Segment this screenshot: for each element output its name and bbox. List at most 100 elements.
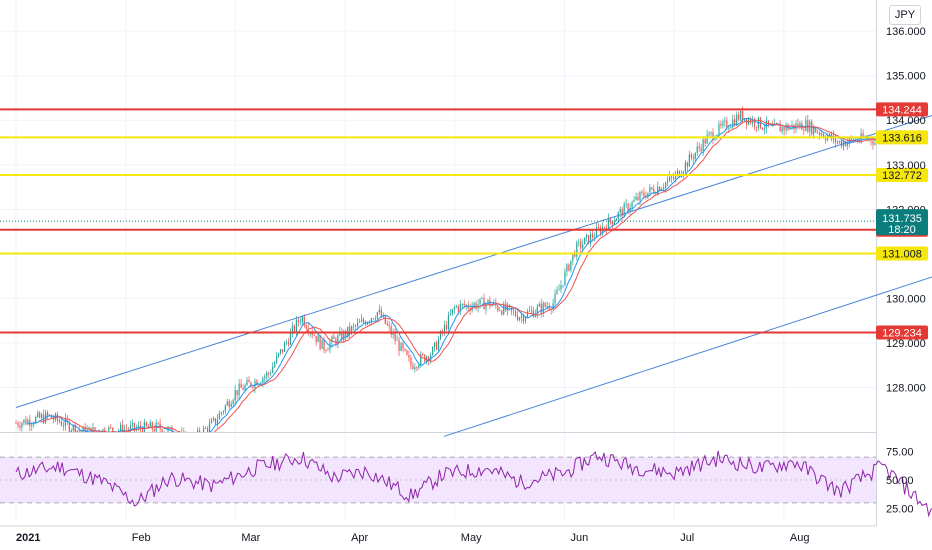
trend-channel[interactable] [15, 9, 932, 437]
candle-body [420, 354, 422, 366]
moving-average-line [27, 117, 876, 432]
candle-body [78, 430, 80, 432]
candle-body [823, 134, 825, 138]
candle-body [481, 297, 483, 299]
candle-body [118, 430, 120, 432]
candle-body [461, 303, 463, 305]
candle-body [35, 416, 37, 424]
candle-body [443, 324, 446, 333]
candle-body [345, 331, 347, 337]
candle-body [755, 126, 758, 128]
candle-body [406, 350, 408, 356]
candle-body [216, 419, 219, 424]
price-tick-label: 136.000 [886, 26, 926, 38]
candle-body [252, 386, 254, 388]
candle-body [501, 310, 503, 315]
candle-body [276, 355, 278, 363]
candle-body [595, 227, 598, 237]
level-tag-label: 133.616 [882, 132, 922, 144]
candle-body [824, 137, 827, 141]
candle-body [358, 321, 361, 323]
candle-body [131, 422, 134, 426]
candle-body [291, 325, 294, 333]
candle-body [206, 428, 209, 432]
candle-body [609, 217, 611, 222]
candle-body [649, 187, 651, 193]
time-tick-label: Jul [680, 532, 694, 544]
candle-body [31, 424, 33, 426]
candle-body [76, 430, 78, 432]
candle-body [366, 322, 369, 325]
candle-body [349, 326, 351, 334]
candle-body [66, 418, 68, 423]
candle-body [479, 298, 481, 305]
candle-body [682, 171, 685, 175]
rsi-series [15, 450, 932, 518]
candle-body [94, 427, 96, 432]
candle-body [232, 400, 234, 405]
candle-body [514, 311, 517, 317]
candle-body [278, 353, 280, 356]
candle-body [924, 270, 925, 271]
candle-body [335, 338, 337, 345]
candle-body [353, 325, 355, 327]
time-tick-label: 2021 [16, 532, 40, 544]
candle-body [357, 322, 359, 327]
candle-body [726, 120, 728, 129]
candle-body [912, 237, 913, 246]
candle-body [564, 271, 566, 286]
candle-body [708, 132, 710, 135]
currency-button[interactable]: JPY [889, 5, 921, 25]
candle-body [548, 306, 550, 310]
candle-body [392, 333, 394, 335]
candle-body [558, 289, 560, 291]
candle-body [540, 303, 542, 313]
candle-body [48, 414, 51, 416]
candle-body [404, 348, 406, 351]
candle-body [337, 335, 339, 345]
candle-body [17, 423, 19, 426]
candle-body [258, 383, 260, 386]
time-tick-label: Mar [241, 532, 260, 544]
candle-body [724, 120, 726, 123]
candle-body [757, 117, 760, 128]
candle-body [714, 138, 716, 141]
candle-body [426, 356, 428, 362]
candle-body [187, 437, 188, 444]
candle-body [52, 418, 55, 420]
candle-body [143, 422, 145, 432]
candle-body [530, 310, 532, 312]
ma-slow [39, 119, 876, 432]
candle-body [930, 273, 931, 276]
candle-body [463, 303, 465, 306]
candle-body [844, 141, 846, 147]
price-tick-label: 128.000 [886, 382, 926, 394]
price-tick-label: 133.000 [886, 160, 926, 172]
candle-body [279, 349, 282, 354]
candle-body [242, 387, 244, 391]
candle-body [238, 383, 240, 396]
candle-body [459, 303, 461, 312]
candle-body [922, 260, 923, 271]
candle-body [678, 170, 681, 178]
candle-body [485, 303, 487, 310]
candle-body [635, 196, 637, 200]
candle-body [15, 423, 17, 424]
candle-body [262, 378, 264, 383]
level-tag-label: 132.772 [882, 170, 922, 182]
candle-body [270, 372, 272, 374]
candle-body [455, 306, 457, 308]
candle-body [706, 134, 708, 144]
candle-body [566, 264, 568, 272]
candle-body [68, 422, 70, 432]
candle-body [578, 241, 580, 243]
candle-body [771, 124, 773, 126]
candle-body [100, 434, 101, 435]
candle-body [106, 436, 107, 437]
candle-body [380, 309, 382, 318]
candle-body [702, 139, 704, 152]
candle-body [740, 110, 742, 120]
candle-body [110, 427, 112, 429]
candle-body [39, 412, 41, 418]
